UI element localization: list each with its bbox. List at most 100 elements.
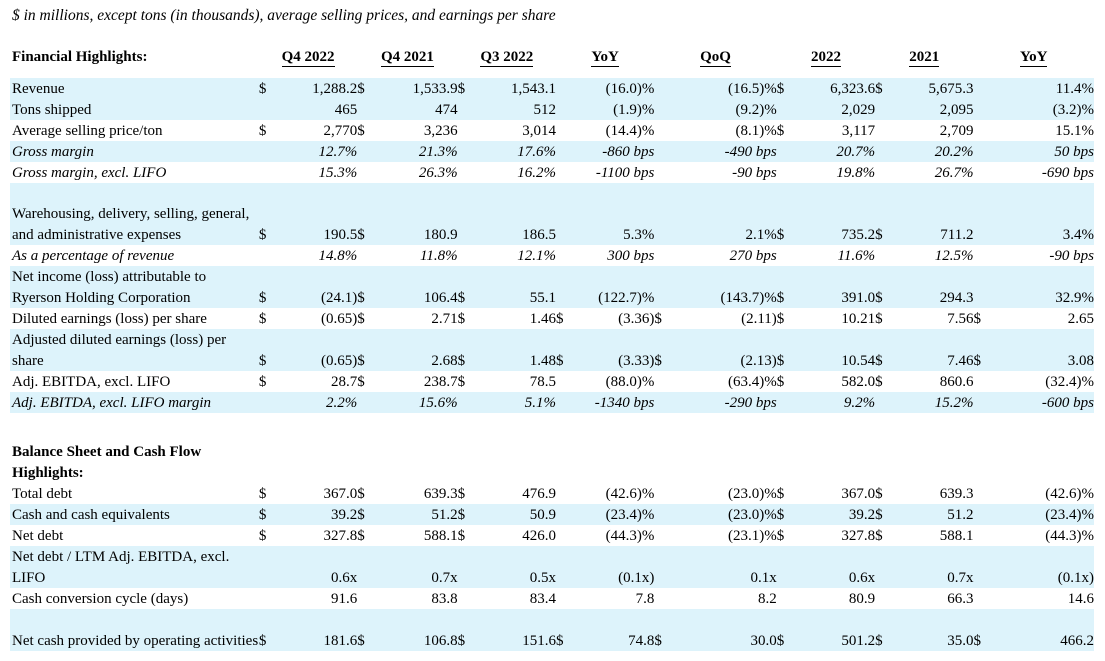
value-cell: 476.9: [522, 486, 556, 502]
table-row: Adj. EBITDA, excl. LIFO margin 2.2% 15.6% 5…: [10, 392, 1094, 413]
value-cell: (63.4)%: [728, 374, 777, 390]
value-cell: 91.6: [331, 591, 358, 607]
value-cell: (0.1x): [987, 546, 1094, 588]
currency-symbol: [654, 183, 669, 245]
currency-symbol: [973, 266, 988, 308]
currency-symbol: [875, 99, 890, 120]
currency-symbol: $: [357, 609, 372, 651]
currency-symbol: $: [258, 486, 267, 502]
currency-symbol: $: [776, 311, 785, 327]
value-cell: 14.8%: [318, 248, 358, 264]
currency-symbol: [654, 78, 669, 99]
currency-symbol: [654, 546, 669, 588]
value-cell: 474: [371, 99, 458, 120]
column-header-label: Q4 2022: [281, 49, 335, 67]
column-header: Q4 2022: [259, 47, 357, 73]
value-cell: 860.6: [939, 374, 974, 390]
currency-symbol: [555, 504, 571, 525]
currency-symbol: [458, 162, 472, 183]
value-cell: 106.4: [371, 266, 458, 308]
row-label: Average selling price/ton: [12, 123, 163, 139]
row-label: Adjusted diluted earnings (loss) per sha…: [10, 329, 259, 371]
currency-symbol: $: [258, 78, 273, 99]
currency-symbol: $: [258, 504, 273, 525]
currency-symbol: [875, 546, 890, 588]
value-cell: (3.2)%: [987, 99, 1094, 120]
value-cell: 391.0: [790, 266, 876, 308]
spacer-cell: [10, 413, 1094, 441]
value-cell: 181.6: [272, 609, 358, 651]
value-cell: 32.9%: [987, 266, 1094, 308]
value-cell: 6,323.6: [790, 78, 876, 99]
value-cell: 2.71: [431, 311, 458, 327]
currency-symbol: [357, 392, 372, 413]
value-cell: -690 bps: [1041, 165, 1094, 181]
value-cell: (44.3)%: [605, 528, 655, 544]
currency-symbol: $: [357, 266, 372, 308]
currency-symbol: [776, 141, 791, 162]
column-header: 2022: [777, 47, 875, 73]
currency-symbol: $: [875, 266, 890, 308]
currency-symbol: [458, 245, 472, 266]
value-cell: 238.7: [423, 374, 458, 390]
currency-symbol: [457, 141, 472, 162]
column-header: Q4 2021: [357, 47, 457, 73]
row-label: Warehousing, delivery, selling, general,…: [10, 183, 259, 245]
row-label: Net debt / LTM Adj. EBITDA, excl. LIFO: [10, 546, 259, 588]
row-label: Net cash provided by operating activitie…: [10, 609, 259, 651]
value-cell: 3,014: [522, 123, 556, 139]
currency-symbol: [875, 588, 889, 609]
value-cell: -1100 bps: [595, 165, 655, 181]
currency-symbol: [973, 99, 988, 120]
currency-symbol: $: [258, 528, 267, 544]
value-cell: 1.48: [471, 329, 556, 371]
value-cell: 8.2: [758, 591, 777, 607]
value-cell: 15.1%: [1055, 123, 1094, 139]
value-cell: 582.0: [841, 374, 876, 390]
currency-symbol: [458, 588, 472, 609]
value-cell: 10.21: [841, 311, 876, 327]
currency-symbol: [357, 546, 372, 588]
currency-symbol: [258, 546, 273, 588]
value-cell: 11.8%: [419, 248, 458, 264]
currency-symbol: $: [357, 123, 365, 139]
value-cell: 10.54: [790, 329, 876, 371]
row-label: Net income (loss) attributable to Ryerso…: [10, 266, 259, 308]
row-label: Cash and cash equivalents: [10, 504, 259, 525]
currency-symbol: [555, 392, 571, 413]
currency-symbol: $: [776, 609, 791, 651]
value-cell: (2.11): [741, 311, 777, 327]
value-cell: 5,675.3: [889, 78, 974, 99]
header-row: Financial Highlights: Q4 2022 Q4 2021 Q3 20…: [10, 47, 1094, 73]
value-cell: 0.5x: [471, 546, 556, 588]
currency-symbol: [457, 99, 472, 120]
table-row: Warehousing, delivery, selling, general,…: [10, 183, 1094, 245]
currency-symbol: $: [457, 504, 472, 525]
section-title-balance-sheet: Balance Sheet and Cash Flow Highlights:: [12, 444, 202, 481]
row-label: Tons shipped: [10, 99, 259, 120]
value-cell: 21.3%: [371, 141, 458, 162]
currency-symbol: $: [357, 504, 372, 525]
currency-symbol: [458, 120, 472, 141]
table-row: Diluted earnings (loss) per share $ (0.65)…: [10, 308, 1094, 329]
table-row: Average selling price/ton $2,770 $3,236 3,0…: [10, 120, 1094, 141]
row-label: Diluted earnings (loss) per share: [12, 311, 207, 327]
currency-symbol: [259, 588, 273, 609]
value-cell: 2.2%: [272, 392, 358, 413]
currency-symbol: [973, 120, 987, 141]
currency-symbol: [973, 588, 987, 609]
table-row: Net cash provided by operating activitie…: [10, 609, 1094, 651]
value-cell: 639.3: [423, 486, 458, 502]
currency-symbol: [555, 78, 571, 99]
currency-symbol: [654, 504, 669, 525]
currency-symbol: [875, 245, 889, 266]
table-row: Adj. EBITDA, excl. LIFO $28.7 $238.7 $78.5(…: [10, 371, 1094, 392]
table-row: As a percentage of revenue 14.8% 11.8% 12.1…: [10, 245, 1094, 266]
column-header-label: YoY: [591, 49, 619, 67]
spacer-row: [10, 413, 1094, 441]
currency-symbol: [776, 392, 791, 413]
currency-symbol: [973, 504, 988, 525]
value-cell: 9.2%: [790, 392, 876, 413]
table-body: Financial Highlights: Q4 2022 Q4 2021 Q3 20…: [10, 47, 1094, 651]
row-label: Gross margin: [10, 141, 259, 162]
